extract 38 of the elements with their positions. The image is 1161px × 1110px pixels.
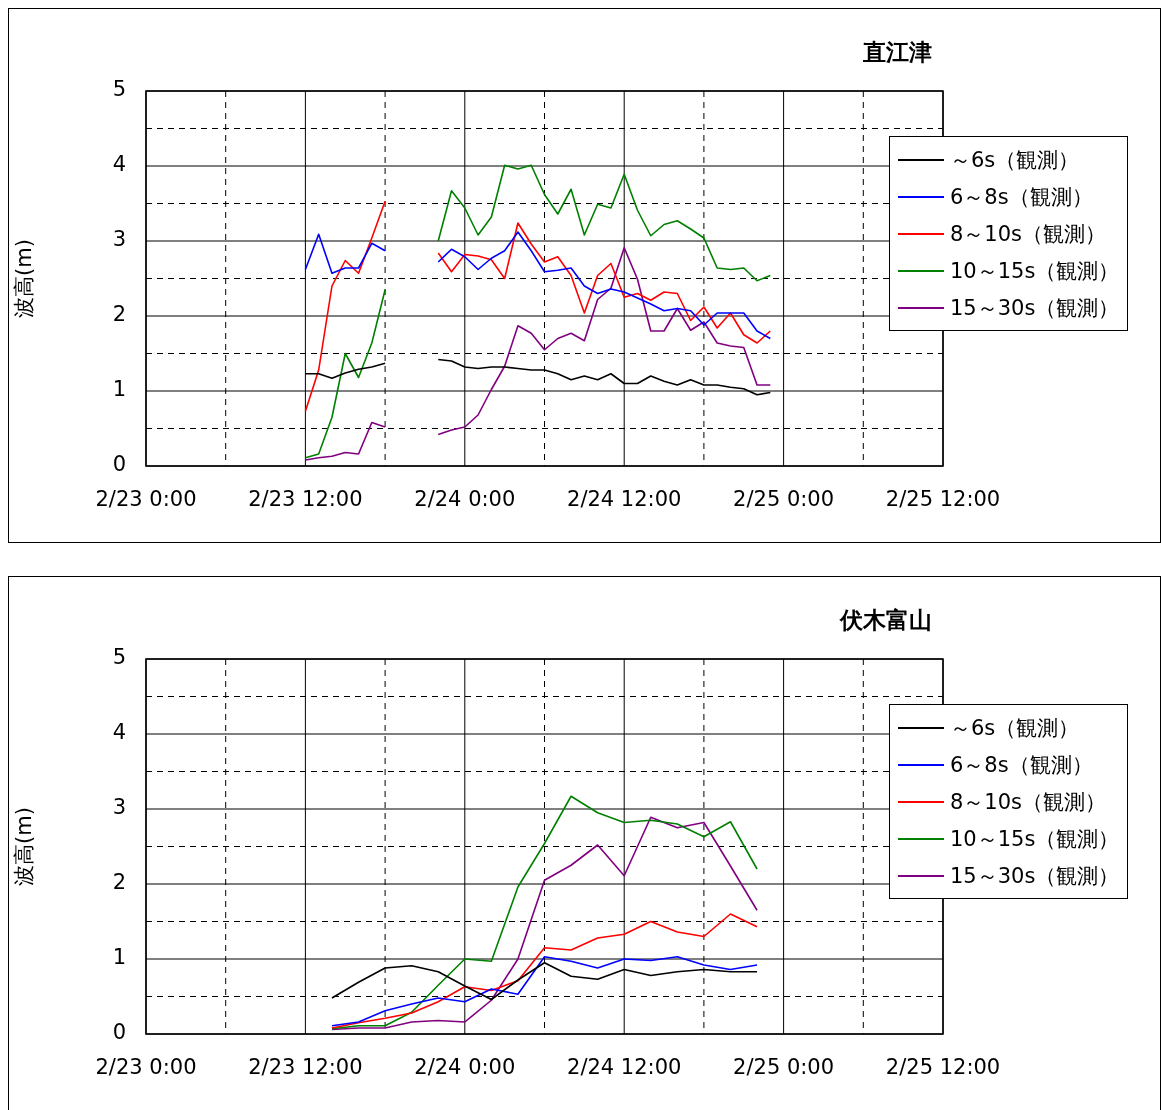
legend-label: 6～8s（観測） <box>950 751 1093 779</box>
x-tick-label: 2/24 0:00 <box>414 1055 516 1080</box>
y-tick-label: 4 <box>112 152 126 177</box>
x-tick-label: 2/23 0:00 <box>95 1055 197 1080</box>
y-tick-label: 3 <box>112 227 126 252</box>
x-tick-label: 2/24 12:00 <box>567 487 682 512</box>
y-tick-label: 4 <box>112 720 126 745</box>
legend-label: 8～10s（観測） <box>950 220 1107 248</box>
x-tick-label: 2/25 0:00 <box>733 487 835 512</box>
x-tick-label: 2/23 12:00 <box>248 1055 363 1080</box>
legend-label: ～6s（観測） <box>950 714 1080 742</box>
y-axis-title: 波高(m) <box>12 807 37 886</box>
x-tick-label: 2/23 0:00 <box>95 487 197 512</box>
legend-label: 10～15s（観測） <box>950 257 1120 285</box>
y-tick-label: 2 <box>112 302 126 327</box>
legend-label: 15～30s（観測） <box>950 294 1120 322</box>
y-axis-title: 波高(m) <box>12 239 37 318</box>
x-tick-label: 2/24 12:00 <box>567 1055 682 1080</box>
y-tick-label: 5 <box>112 77 126 102</box>
y-tick-label: 1 <box>112 377 126 402</box>
legend-label: 6～8s（観測） <box>950 183 1093 211</box>
y-tick-label: 0 <box>112 452 126 477</box>
x-tick-label: 2/25 12:00 <box>885 1055 1001 1080</box>
legend-label: 15～30s（観測） <box>950 862 1120 890</box>
y-tick-label: 1 <box>112 945 126 970</box>
y-tick-label: 5 <box>112 645 126 670</box>
legend-label: ～6s（観測） <box>950 146 1080 174</box>
y-tick-label: 3 <box>112 795 126 820</box>
y-tick-label: 2 <box>112 870 126 895</box>
legend-label: 8～10s（観測） <box>950 788 1107 816</box>
x-tick-label: 2/23 12:00 <box>248 487 363 512</box>
chart-title: 直江津 <box>863 38 932 67</box>
x-tick-label: 2/25 12:00 <box>885 487 1001 512</box>
chart-title: 伏木富山 <box>840 606 932 635</box>
x-tick-label: 2/24 0:00 <box>414 487 516 512</box>
legend-label: 10～15s（観測） <box>950 825 1120 853</box>
y-tick-label: 0 <box>112 1020 126 1045</box>
x-tick-label: 2/25 0:00 <box>733 1055 835 1080</box>
